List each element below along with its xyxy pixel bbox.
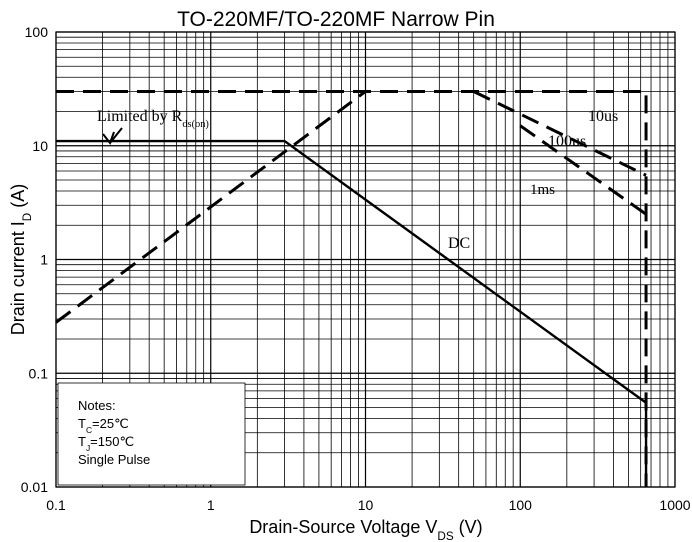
note-suffix: =150℃ bbox=[90, 434, 134, 449]
x-tick-label: 0.1 bbox=[46, 497, 66, 513]
x-axis-label: Drain-Source Voltage VDS (V) bbox=[249, 517, 482, 542]
y-tick-label: 0.1 bbox=[29, 365, 49, 381]
series-line bbox=[55, 90, 367, 324]
note: Single Pulse bbox=[78, 452, 150, 467]
x-tick-label: 1000 bbox=[659, 497, 690, 513]
note: TJ=150℃ bbox=[78, 434, 134, 453]
note: Notes: bbox=[78, 398, 116, 413]
x-tick-label: 100 bbox=[509, 497, 533, 513]
x-axis-label-suffix: (V) bbox=[454, 517, 483, 537]
y-tick-label: 100 bbox=[25, 24, 49, 40]
y-axis-label: Drain current ID (A) bbox=[8, 184, 34, 336]
y-tick-label: 0.01 bbox=[21, 479, 48, 495]
x-tick-label: 1 bbox=[207, 497, 215, 513]
x-tick-label: 10 bbox=[358, 497, 374, 513]
annotation: Limited by Rds(on) bbox=[97, 108, 209, 130]
annotation-arrow bbox=[102, 127, 123, 146]
note-main: Single Pulse bbox=[78, 452, 150, 467]
notes-box bbox=[57, 382, 246, 486]
annotation-main: Limited by R bbox=[97, 108, 183, 125]
chart-title: TO-220MF/TO-220MF Narrow Pin bbox=[177, 8, 495, 31]
note-main: Notes: bbox=[78, 398, 116, 413]
note-sub: C bbox=[86, 425, 92, 435]
x-axis-label-sub: DS bbox=[437, 530, 453, 542]
series-label: 10us bbox=[588, 108, 618, 125]
plot-frame bbox=[55, 31, 676, 488]
y-axis-label-sub: D bbox=[21, 213, 34, 221]
y-axis-label-main: Drain current I bbox=[8, 221, 28, 335]
y-axis-label-suffix: (A) bbox=[8, 184, 28, 213]
y-tick-label: 1 bbox=[40, 252, 48, 268]
x-axis-label-main: Drain-Source Voltage V bbox=[249, 517, 437, 537]
annotation-sub: ds(on) bbox=[182, 119, 209, 130]
y-tick-label: 10 bbox=[32, 138, 48, 154]
series-line bbox=[56, 139, 648, 487]
note: TC=25℃ bbox=[78, 416, 129, 435]
note-suffix: =25℃ bbox=[92, 416, 129, 431]
series-line bbox=[473, 90, 647, 177]
annotation-main: 1ms bbox=[530, 182, 555, 198]
note-sub: J bbox=[86, 443, 90, 453]
note-main: T bbox=[78, 434, 86, 449]
annotation: 1ms bbox=[530, 182, 555, 198]
series-line bbox=[56, 89, 648, 487]
series-label: DC bbox=[448, 235, 470, 252]
note-main: T bbox=[78, 416, 86, 431]
series-label: 100us bbox=[548, 133, 586, 150]
